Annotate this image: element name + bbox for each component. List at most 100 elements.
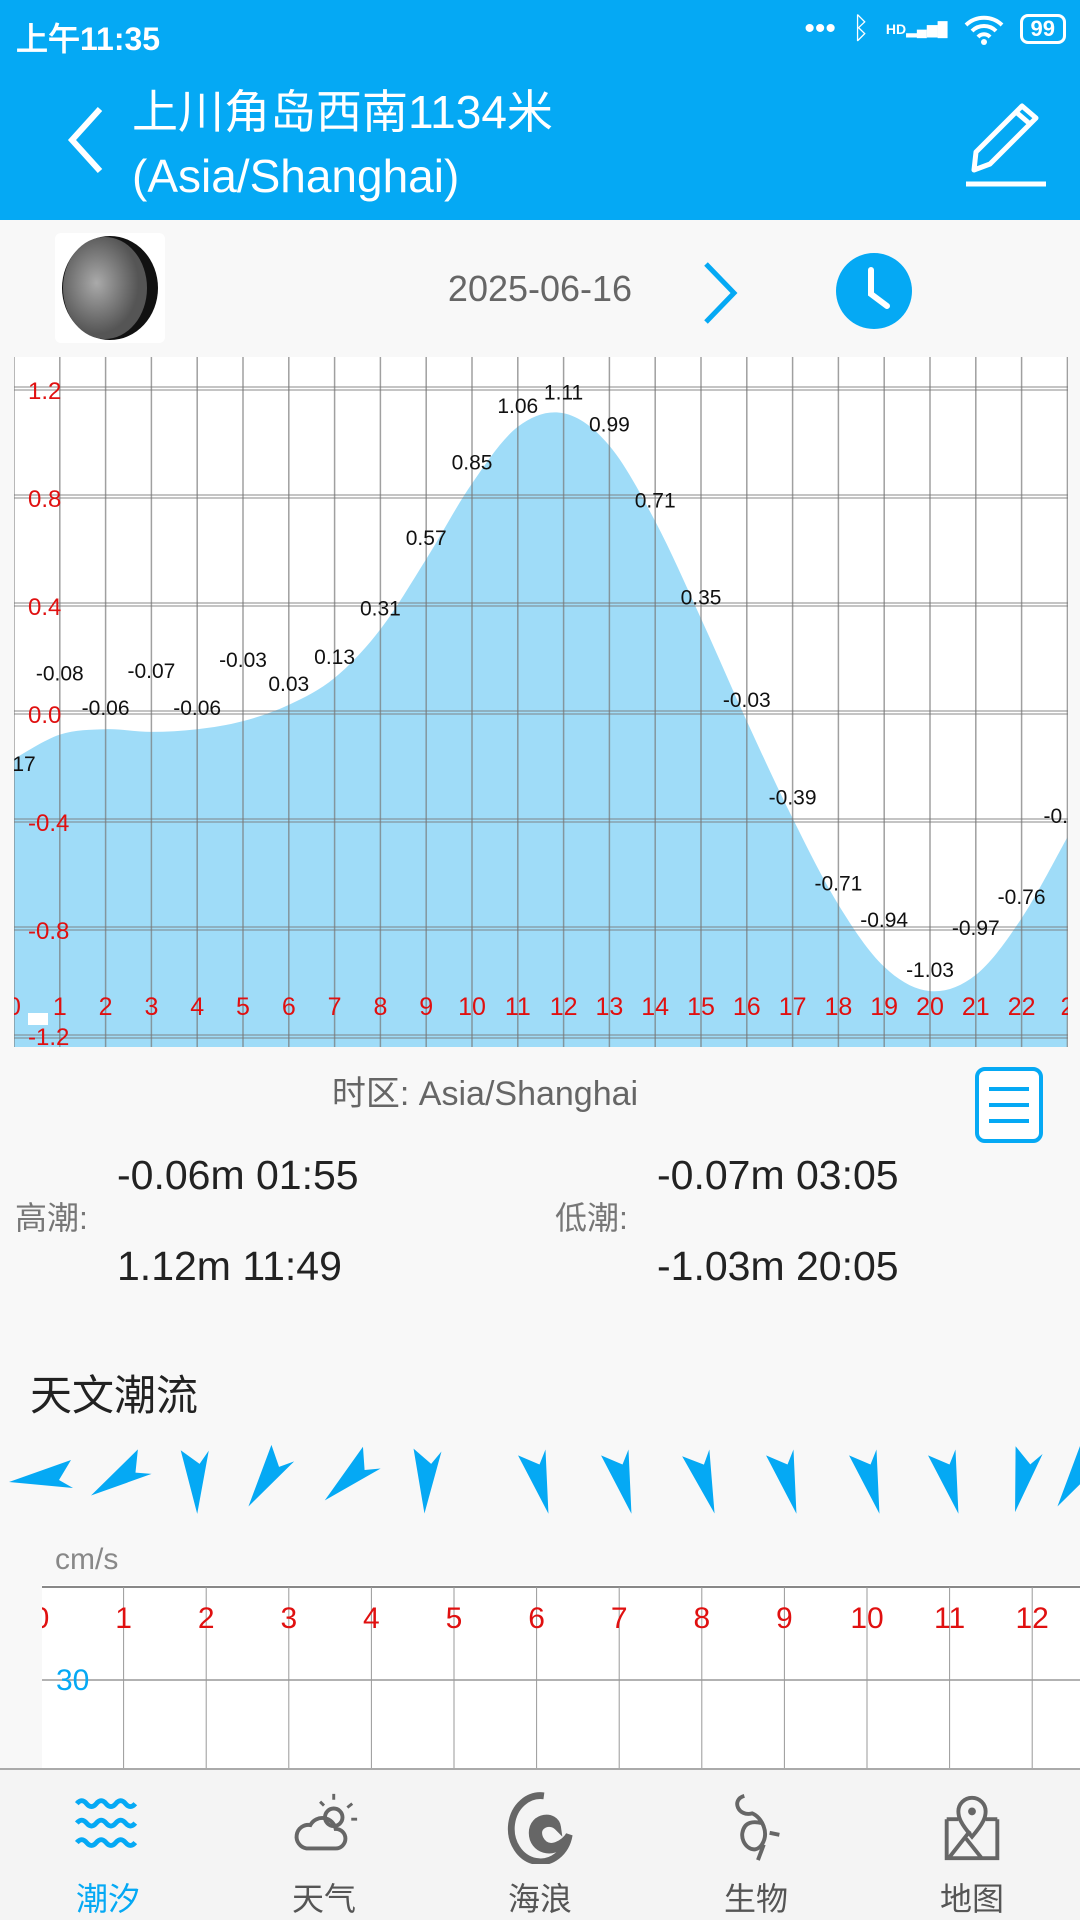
current-arrow-icon — [1057, 1444, 1080, 1507]
x-tick-label: 12 — [550, 993, 578, 1021]
data-label: -0.39 — [769, 786, 817, 809]
y-tick-label: 0.0 — [28, 702, 61, 729]
current-x-tick-label: 1 — [115, 1602, 132, 1635]
data-label: -0.06 — [82, 697, 130, 720]
nav-item-1[interactable]: 天气 — [216, 1770, 432, 1920]
battery-icon: 99 — [1019, 14, 1066, 44]
edit-icon[interactable] — [960, 100, 1050, 190]
arrow-shape — [601, 1449, 632, 1514]
nav-label: 生物 — [723, 1881, 788, 1917]
current-x-tick-label: 4 — [363, 1602, 380, 1635]
data-label: -1.03 — [906, 959, 954, 982]
x-tick-label: 19 — [870, 993, 898, 1021]
x-tick-label: 21 — [962, 993, 990, 1021]
data-label: -0.03 — [723, 689, 771, 712]
arrow-shape — [90, 1449, 152, 1496]
data-label: -0.94 — [860, 909, 908, 932]
x-tick-label: 22 — [1008, 993, 1036, 1021]
y-tick-label: 0.4 — [28, 594, 61, 621]
current-x-tick-label: 7 — [611, 1602, 628, 1635]
current-arrow-icon — [518, 1449, 549, 1514]
waves-icon — [74, 1798, 138, 1848]
current-x-tick-label: 8 — [693, 1602, 710, 1635]
current-x-tick-label: 5 — [446, 1602, 463, 1635]
current-direction-arrows — [9, 1444, 1080, 1514]
current-x-tick-label: 10 — [850, 1602, 883, 1635]
list-icon — [989, 1087, 1029, 1123]
data-label: 0.13 — [314, 646, 355, 669]
current-section-title: 天文潮流 — [30, 1372, 199, 1419]
data-label: 0.85 — [452, 452, 493, 475]
x-tick-label: 14 — [641, 993, 669, 1021]
nav-item-0[interactable]: 潮汐 — [0, 1770, 216, 1920]
current-x-tick-label: 2 — [198, 1602, 215, 1635]
list-button[interactable] — [975, 1067, 1043, 1143]
data-label: 0.99 — [589, 414, 630, 437]
high-tide-2: 1.12m 11:49 — [117, 1243, 342, 1289]
x-tick-label: 4 — [190, 993, 204, 1021]
arrow-shape — [180, 1450, 209, 1514]
y-tick-label: -1.2 — [28, 1024, 69, 1047]
next-day-button[interactable] — [700, 260, 740, 326]
arrow-shape — [518, 1449, 549, 1514]
data-label: -0.08 — [36, 663, 84, 686]
x-tick-label: 5 — [236, 993, 250, 1021]
current-arrow-icon — [9, 1460, 73, 1488]
y-tick-label: 1.2 — [28, 378, 61, 405]
tide-chart: 1.20.80.40.0-0.4-0.8-1.2170-0.081-0.062-… — [14, 357, 1068, 1047]
data-label: -0.97 — [952, 917, 1000, 940]
x-tick-label: 8 — [373, 993, 387, 1021]
x-tick-label: 3 — [144, 993, 158, 1021]
arrow-shape — [682, 1449, 715, 1514]
status-icons: ••• ᛒ HD▂▄▆█ 99 — [804, 12, 1066, 46]
x-tick-label: 18 — [824, 993, 852, 1021]
date-label[interactable]: 2025-06-16 — [447, 268, 633, 309]
bluetooth-icon: ᛒ — [851, 12, 870, 45]
arrow-shape — [324, 1446, 381, 1501]
nav-item-4[interactable]: 地图 — [864, 1770, 1080, 1920]
current-arrow-icon — [928, 1449, 959, 1514]
clock-button[interactable] — [835, 252, 913, 330]
back-button[interactable] — [66, 105, 106, 175]
current-chart-background — [42, 1585, 1080, 1768]
legend-marker — [28, 1013, 48, 1025]
more-icon: ••• — [804, 12, 836, 45]
data-label: 17 — [14, 753, 36, 776]
current-x-tick-label: 3 — [280, 1602, 297, 1635]
current-arrow-icon — [849, 1449, 880, 1514]
data-label: 0.71 — [635, 489, 676, 512]
x-tick-label: 0 — [14, 993, 21, 1021]
nav-item-3[interactable]: 生物 — [648, 1770, 864, 1920]
x-tick-label: 2 — [1060, 993, 1068, 1021]
moon-phase-image — [55, 233, 165, 343]
x-tick-label: 2 — [99, 993, 113, 1021]
current-x-tick-label: 11 — [934, 1602, 965, 1635]
x-tick-label: 6 — [282, 993, 296, 1021]
map-pin-icon — [944, 1795, 1000, 1861]
data-label: 0.03 — [268, 673, 309, 696]
current-arrow-icon — [413, 1448, 442, 1514]
page-title: 上川角岛西南1134米(Asia/Shanghai) — [132, 86, 553, 202]
dna-icon — [735, 1793, 780, 1861]
arrow-shape — [9, 1460, 73, 1488]
current-x-tick-label: 0 — [42, 1602, 49, 1635]
low-tide-2: -1.03m 20:05 — [657, 1243, 899, 1289]
current-chart: 012345678910111230 — [42, 1585, 1080, 1768]
data-label: 0.31 — [360, 597, 401, 620]
nav-label: 天气 — [291, 1881, 356, 1917]
x-tick-label: 7 — [328, 993, 342, 1021]
arrow-shape — [413, 1448, 442, 1514]
current-x-tick-label: 6 — [528, 1602, 545, 1635]
nav-item-2[interactable]: 海浪 — [432, 1770, 648, 1920]
low-tide-label: 低潮: — [555, 1200, 628, 1236]
status-time: 上午11:35 — [16, 21, 161, 57]
data-label: -0.06 — [173, 697, 221, 720]
data-label: -0.07 — [127, 660, 175, 683]
x-tick-label: 13 — [595, 993, 623, 1021]
signal-icon: HD▂▄▆█ — [885, 20, 948, 37]
current-x-tick-label: 9 — [776, 1602, 793, 1635]
data-label: -0. — [1043, 805, 1068, 828]
current-arrow-icon — [248, 1444, 295, 1507]
current-arrow-icon — [601, 1449, 632, 1514]
data-label: -0.03 — [219, 649, 267, 672]
